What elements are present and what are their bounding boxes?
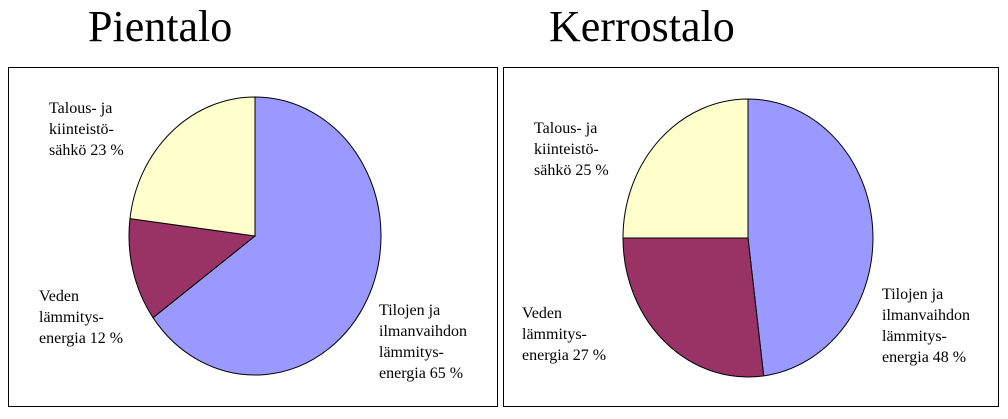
pie-chart-pientalo xyxy=(128,96,382,376)
label-line: lämmitys- xyxy=(39,309,104,326)
pie-panel-kerrostalo: Talous- ja kiinteistö- sähkö 25 % Veden … xyxy=(503,67,999,407)
label-line: Veden xyxy=(522,305,562,322)
label-talous-pientalo: Talous- ja kiinteistö- sähkö 23 % xyxy=(49,98,124,161)
pie-slice-tilojen-pientalo xyxy=(152,96,382,376)
pie-slice-veden-kerrostalo xyxy=(622,237,765,378)
label-line: Tilojen ja xyxy=(882,286,944,303)
label-line: Veden xyxy=(39,288,79,305)
chart-title-kerrostalo: Kerrostalo xyxy=(549,2,735,51)
label-line: lämmitys- xyxy=(522,326,587,343)
pie-chart-kerrostalo xyxy=(622,98,874,378)
pie-slice-tilojen-kerrostalo xyxy=(747,98,874,377)
label-line: ilmanvaihdon xyxy=(882,307,970,324)
label-line: kiinteistö- xyxy=(534,141,599,158)
label-line: Talous- ja xyxy=(534,120,598,137)
label-veden-pientalo: Veden lämmitys- energia 12 % xyxy=(39,286,123,349)
label-talous-kerrostalo: Talous- ja kiinteistö- sähkö 25 % xyxy=(534,118,609,181)
pie-slice-talous-kerrostalo xyxy=(622,98,749,239)
chart-title-pientalo: Pientalo xyxy=(88,2,233,51)
label-tilojen-pientalo: Tilojen ja ilmanvaihdon lämmitys- energi… xyxy=(379,300,467,384)
label-line: Talous- ja xyxy=(49,100,113,117)
pie-slice-veden-pientalo xyxy=(128,218,257,319)
label-line: Tilojen ja xyxy=(379,302,441,319)
label-line: energia 27 % xyxy=(522,347,607,364)
label-line: lämmitys- xyxy=(379,344,444,361)
pie-panel-pientalo: Talous- ja kiinteistö- sähkö 23 % Veden … xyxy=(8,67,498,407)
pie-slice-talous-pientalo xyxy=(129,96,256,237)
label-line: energia 12 % xyxy=(39,330,124,347)
label-line: lämmitys- xyxy=(882,328,947,345)
label-veden-kerrostalo: Veden lämmitys- energia 27 % xyxy=(522,303,606,366)
label-line: ilmanvaihdon xyxy=(379,323,467,340)
label-line: kiinteistö- xyxy=(49,121,114,138)
label-line: energia 48 % xyxy=(882,349,967,366)
label-line: energia 65 % xyxy=(379,365,464,382)
label-line: sähkö 23 % xyxy=(49,142,124,159)
label-tilojen-kerrostalo: Tilojen ja ilmanvaihdon lämmitys- energi… xyxy=(882,284,970,368)
label-line: sähkö 25 % xyxy=(534,162,609,179)
